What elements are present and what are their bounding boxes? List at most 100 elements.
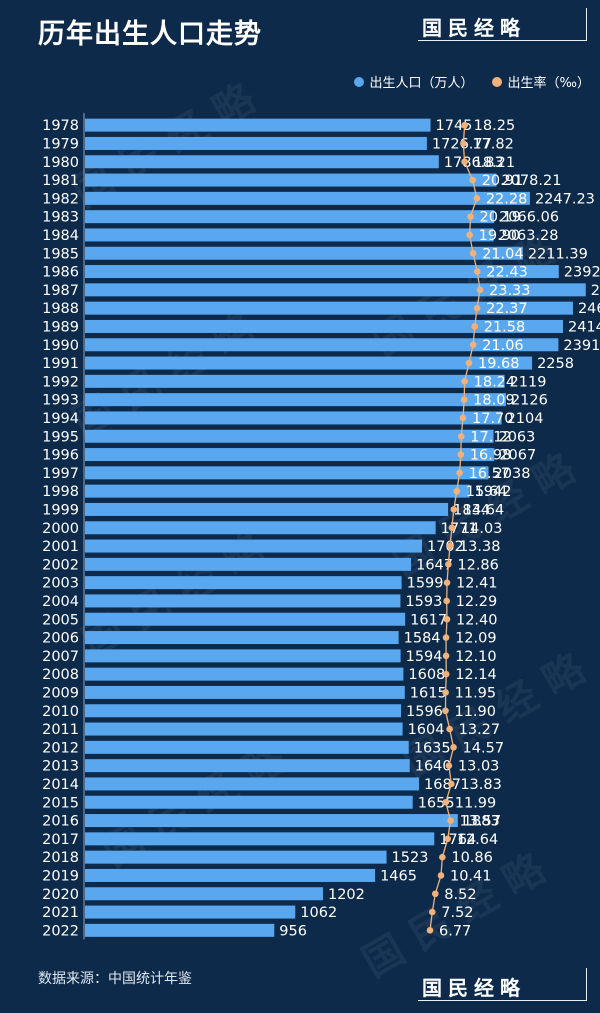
y-tick-label: 1985 [42,246,79,262]
bar-value-label: 2126 [511,393,548,409]
legend-rate-label: 出生率（‰） [507,76,590,91]
rate-value-label: 13.03 [458,759,500,775]
rate-value-label: 10.41 [450,868,492,884]
brand-logo: 国民经略 [422,16,526,40]
rate-point [471,323,479,330]
bar-value-label: 1604 [408,722,445,738]
y-tick-label: 2012 [42,740,79,756]
y-tick-label: 2019 [42,868,79,884]
bar [85,228,494,242]
rate-point [476,286,484,294]
rate-point [459,414,467,422]
bar-value-label: 2392.81 [564,265,600,281]
rate-value-label: 19.68 [478,356,520,372]
legend: 出生人口（万人） 出生率（‰） [300,72,590,91]
rate-point [473,195,481,202]
rate-point [469,341,477,349]
rate-point [469,249,477,257]
rate-value-label: 20.19 [480,210,522,226]
bar-value-label: 2063.28 [499,228,559,244]
bar [85,557,412,571]
y-tick-label: 2003 [42,576,79,592]
y-tick-label: 1994 [42,411,79,427]
y-tick-label: 1998 [42,484,79,500]
bar [85,576,402,590]
bar [85,191,530,205]
bar-value-label: 1702 [427,539,464,555]
bar [85,814,458,828]
rate-value-label: 12.10 [455,649,497,665]
bar [85,210,495,224]
y-tick-label: 1980 [42,155,79,171]
y-tick-label: 2010 [42,704,79,720]
bar-value-label: 2391 [563,338,600,354]
bar [85,649,401,663]
rate-point [431,890,439,898]
rate-point [443,579,451,586]
bar-value-label: 2119 [510,374,547,390]
rate-point [442,798,450,806]
rate-value-label: 13.38 [459,539,501,555]
bar [85,301,573,315]
y-tick-label: 2014 [42,777,79,793]
bar [85,905,296,919]
y-tick-label: 2021 [42,905,79,921]
rate-value-label: 21.58 [484,319,526,335]
bar-value-label: 1584 [404,631,441,647]
bar [85,594,401,608]
y-tick-label: 2000 [42,521,79,537]
y-tick-label: 1989 [42,319,79,335]
bar-value-label: 1617 [410,612,447,628]
rate-value-label: 18.09 [473,393,515,409]
bar-value-label: 1523 [392,850,429,866]
bar [85,759,410,773]
bar-value-label: 2038 [494,466,531,482]
y-tick-label: 1995 [42,429,79,445]
rate-value-label: 11.95 [455,685,497,701]
rate-value-label: 13.27 [459,722,501,738]
rate-point [442,652,450,660]
rate-point [444,835,452,843]
rate-value-label: 17.70 [472,411,514,427]
rate-point [453,487,461,495]
y-tick-label: 1983 [42,210,79,226]
bar [85,448,495,462]
rate-point [473,304,481,312]
y-tick-label: 2018 [42,850,79,866]
y-tick-label: 1997 [42,466,79,482]
bar-value-label: 1465 [380,868,417,884]
rate-point [461,121,468,129]
y-tick-label: 2002 [42,557,79,573]
bar [85,429,494,443]
bar-value-label: 2104 [507,411,544,427]
bar [85,521,436,535]
bar-value-label: 1771 [441,521,478,537]
rate-point [447,817,454,824]
bar-value-label: 2211.39 [528,246,588,262]
bar-value-label: 2247.23 [535,191,595,207]
rate-point [456,469,463,477]
bar-value-label: 1608 [408,667,445,683]
brand-logo: 国民经略 [422,976,526,1000]
chart-title: 历年出生人口走势 [38,19,262,50]
bar [85,374,505,388]
rate-point [442,634,450,641]
rate-point [442,670,450,678]
y-tick-label: 1979 [42,136,79,152]
rate-point [461,378,468,385]
rate-point [446,725,453,733]
rate-value-label: 21.06 [482,338,524,354]
bar-value-label: 2067 [499,448,536,464]
rate-point [448,524,456,532]
y-tick-label: 1992 [42,374,79,390]
y-tick-label: 2009 [42,685,79,701]
bar-value-label: 2464.35 [578,301,600,317]
rate-value-label: 12.86 [457,557,499,573]
rate-value-label: 16.98 [470,448,512,464]
rate-value-label: 12.14 [455,667,497,683]
rate-value-label: 17.82 [472,136,514,152]
rate-value-label: 23.33 [489,283,531,299]
bar [85,502,449,516]
y-tick-label: 2016 [42,814,79,830]
rate-value-label: 20.91 [482,173,524,189]
